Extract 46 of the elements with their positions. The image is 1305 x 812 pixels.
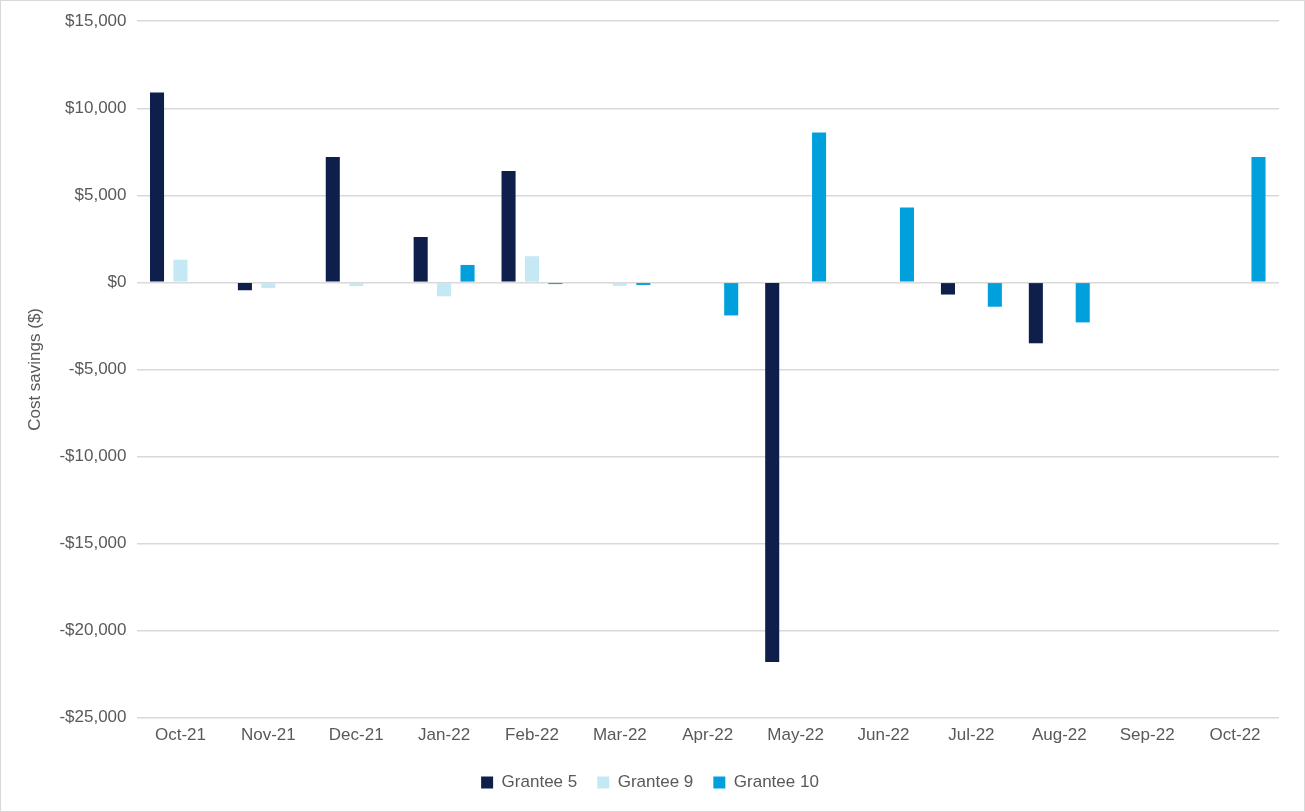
bar	[899, 207, 914, 282]
bar	[1075, 283, 1090, 323]
y-tick-label: $5,000	[74, 184, 127, 204]
x-tick-label: Nov-21	[240, 725, 296, 745]
x-tick-label: Dec-21	[328, 725, 384, 745]
bar	[1028, 283, 1043, 344]
x-tick-label: Jun-22	[857, 725, 910, 745]
legend-label: Grantee 10	[733, 772, 819, 792]
y-tick-label: -$5,000	[68, 359, 127, 379]
bar	[724, 283, 739, 316]
bar	[149, 92, 165, 282]
y-axis-title: Cost savings ($)	[24, 307, 44, 431]
bar	[237, 283, 252, 291]
x-tick-label: Oct-22	[1209, 725, 1261, 745]
y-tick-label: $15,000	[65, 10, 127, 30]
bar	[1251, 157, 1266, 282]
x-tick-label: Aug-22	[1031, 725, 1087, 745]
y-tick-label: $0	[107, 272, 127, 292]
legend-label: Grantee 5	[501, 772, 578, 792]
x-tick-label: Sep-22	[1119, 725, 1175, 745]
x-tick-label: Apr-22	[682, 725, 734, 745]
legend-label: Grantee 9	[617, 772, 694, 792]
bar	[413, 237, 428, 282]
bar	[460, 264, 475, 282]
bar	[612, 283, 627, 286]
bar	[501, 170, 516, 282]
x-tick-label: Oct-21	[154, 725, 206, 745]
bar	[524, 256, 540, 282]
bar	[349, 283, 364, 287]
bar	[940, 283, 955, 295]
bar	[325, 157, 340, 282]
y-tick-label: -$20,000	[59, 620, 127, 640]
bar	[437, 283, 452, 297]
bar	[987, 283, 1002, 307]
y-tick-label: -$25,000	[59, 707, 127, 727]
bar	[173, 259, 188, 282]
y-tick-label: -$10,000	[59, 446, 127, 466]
x-tick-label: Jan-22	[418, 725, 471, 745]
bar	[812, 132, 827, 282]
x-tick-label: Jul-22	[948, 725, 995, 745]
x-tick-label: Feb-22	[505, 725, 559, 745]
y-tick-label: $10,000	[65, 97, 127, 117]
y-tick-label: -$15,000	[59, 533, 127, 553]
x-tick-label: Mar-22	[592, 725, 647, 745]
bar	[261, 283, 276, 289]
x-tick-label: May-22	[767, 725, 824, 745]
